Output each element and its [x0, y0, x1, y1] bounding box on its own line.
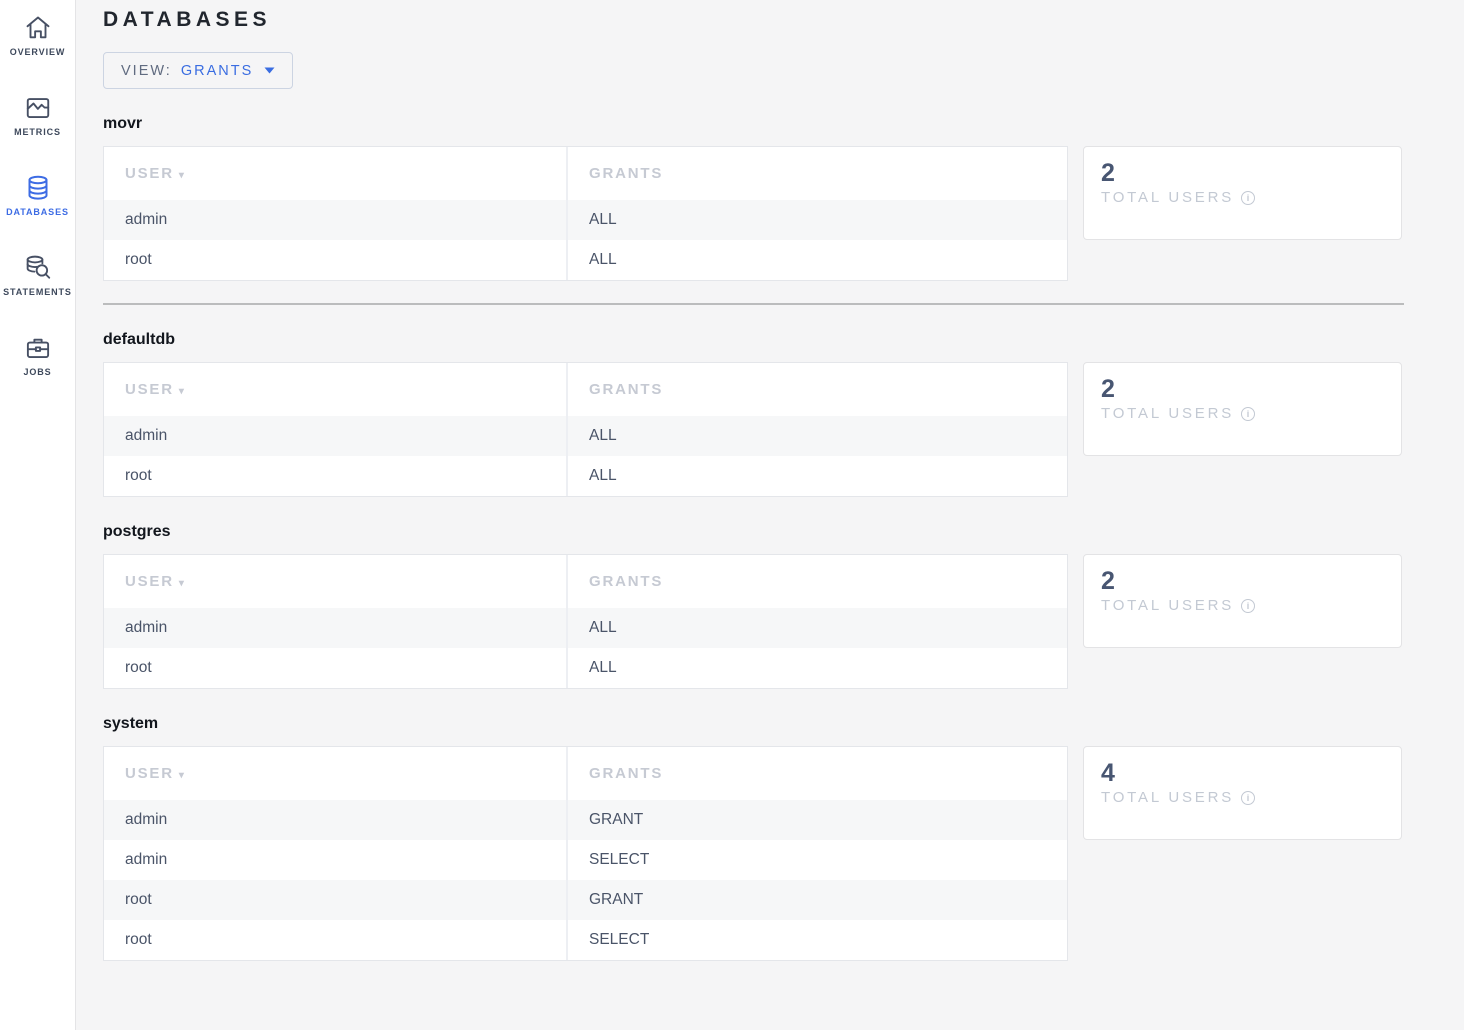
table-row: admin ALL — [104, 416, 1067, 456]
user-cell: root — [104, 456, 566, 496]
user-cell: admin — [104, 840, 566, 880]
grants-table: USER ▾ GRANTS admin ALL root ALL — [103, 362, 1068, 497]
sidebar-item-label: METRICS — [14, 127, 61, 137]
database-name: movr — [103, 115, 143, 132]
total-users-card: 2 TOTAL USERS i — [1083, 362, 1402, 456]
grants-cell: GRANT — [566, 880, 1067, 920]
user-cell: root — [104, 880, 566, 920]
info-icon[interactable]: i — [1241, 190, 1256, 205]
grants-cell: SELECT — [566, 920, 1067, 960]
total-users-count: 2 — [1101, 159, 1115, 187]
total-users-count: 2 — [1101, 567, 1115, 595]
sort-caret-icon: ▾ — [178, 578, 184, 589]
grants-cell: ALL — [566, 240, 1067, 280]
sidebar-item-overview[interactable]: OVERVIEW — [0, 8, 75, 88]
grants-cell: ALL — [566, 648, 1067, 688]
table-row: admin GRANT — [104, 800, 1067, 840]
column-header-grants[interactable]: GRANTS — [566, 147, 1067, 200]
table-row: admin SELECT — [104, 840, 1067, 880]
page-title: DATABASES — [103, 8, 272, 31]
table-row: root GRANT — [104, 880, 1067, 920]
sidebar-item-jobs[interactable]: JOBS — [0, 328, 75, 408]
main-content: DATABASES VIEW: GRANTS movr USER ▾ GRANTS… — [77, 0, 1464, 1030]
jobs-icon — [23, 332, 53, 364]
column-header-grants[interactable]: GRANTS — [566, 555, 1067, 608]
table-row: admin ALL — [104, 608, 1067, 648]
database-section-movr: movr USER ▾ GRANTS admin ALL root A — [103, 115, 1464, 281]
info-icon[interactable]: i — [1241, 406, 1256, 421]
total-users-count: 2 — [1101, 375, 1115, 403]
grants-cell: ALL — [566, 200, 1067, 240]
view-selector-label: VIEW: — [121, 62, 172, 79]
user-cell: root — [104, 240, 566, 280]
database-name: postgres — [103, 523, 171, 540]
grants-cell: ALL — [566, 416, 1067, 456]
view-selector-value: GRANTS — [180, 62, 254, 79]
info-icon[interactable]: i — [1241, 790, 1256, 805]
database-name: defaultdb — [103, 331, 175, 348]
total-users-count: 4 — [1101, 759, 1115, 787]
sort-caret-icon: ▾ — [178, 770, 184, 781]
total-users-label: TOTAL USERS i — [1101, 597, 1384, 614]
total-users-card: 4 TOTAL USERS i — [1083, 746, 1402, 840]
sidebar: OVERVIEW METRICS DATABASES — [0, 0, 76, 1030]
grants-table: USER ▾ GRANTS admin GRANT admin SELECT ro… — [103, 746, 1068, 961]
user-cell: root — [104, 648, 566, 688]
sort-caret-icon: ▾ — [178, 170, 184, 181]
sidebar-item-statements[interactable]: STATEMENTS — [0, 248, 75, 328]
total-users-label: TOTAL USERS i — [1101, 189, 1384, 206]
chevron-down-icon — [264, 67, 275, 74]
column-header-user[interactable]: USER ▾ — [104, 147, 566, 200]
database-section-defaultdb: defaultdb USER ▾ GRANTS admin ALL root — [103, 331, 1464, 497]
grants-cell: ALL — [566, 456, 1067, 496]
grants-cell: ALL — [566, 608, 1067, 648]
total-users-label: TOTAL USERS i — [1101, 405, 1384, 422]
total-users-card: 2 TOTAL USERS i — [1083, 554, 1402, 648]
column-header-user[interactable]: USER ▾ — [104, 555, 566, 608]
user-cell: admin — [104, 800, 566, 840]
column-header-grants[interactable]: GRANTS — [566, 363, 1067, 416]
total-users-card: 2 TOTAL USERS i — [1083, 146, 1402, 240]
column-header-user[interactable]: USER ▾ — [104, 747, 566, 800]
view-selector-dropdown[interactable]: VIEW: GRANTS — [103, 52, 294, 89]
grants-table: USER ▾ GRANTS admin ALL root ALL — [103, 554, 1068, 689]
total-users-label: TOTAL USERS i — [1101, 789, 1384, 806]
metrics-icon — [23, 92, 53, 124]
table-row: root ALL — [104, 456, 1067, 496]
user-cell: admin — [104, 416, 566, 456]
grants-table: USER ▾ GRANTS admin ALL root ALL — [103, 146, 1068, 281]
table-row: root ALL — [104, 240, 1067, 280]
sidebar-item-label: JOBS — [23, 367, 52, 377]
column-header-grants[interactable]: GRANTS — [566, 747, 1067, 800]
sidebar-item-label: DATABASES — [6, 207, 69, 217]
table-row: root SELECT — [104, 920, 1067, 960]
databases-icon — [23, 172, 53, 204]
column-header-user[interactable]: USER ▾ — [104, 363, 566, 416]
sidebar-item-label: STATEMENTS — [3, 287, 72, 297]
info-icon[interactable]: i — [1241, 598, 1256, 613]
user-cell: root — [104, 920, 566, 960]
database-section-postgres: postgres USER ▾ GRANTS admin ALL root — [103, 523, 1464, 689]
table-row: admin ALL — [104, 200, 1067, 240]
section-divider — [103, 303, 1404, 305]
sidebar-item-label: OVERVIEW — [9, 47, 66, 57]
statements-icon — [23, 252, 53, 284]
sort-caret-icon: ▾ — [178, 386, 184, 397]
grants-cell: SELECT — [566, 840, 1067, 880]
database-section-system: system USER ▾ GRANTS admin GRANT admin — [103, 715, 1464, 961]
sidebar-item-databases[interactable]: DATABASES — [0, 168, 75, 248]
user-cell: admin — [104, 608, 566, 648]
grants-cell: GRANT — [566, 800, 1067, 840]
user-cell: admin — [104, 200, 566, 240]
sidebar-item-metrics[interactable]: METRICS — [0, 88, 75, 168]
table-row: root ALL — [104, 648, 1067, 688]
home-icon — [23, 12, 53, 44]
database-name: system — [103, 715, 159, 732]
